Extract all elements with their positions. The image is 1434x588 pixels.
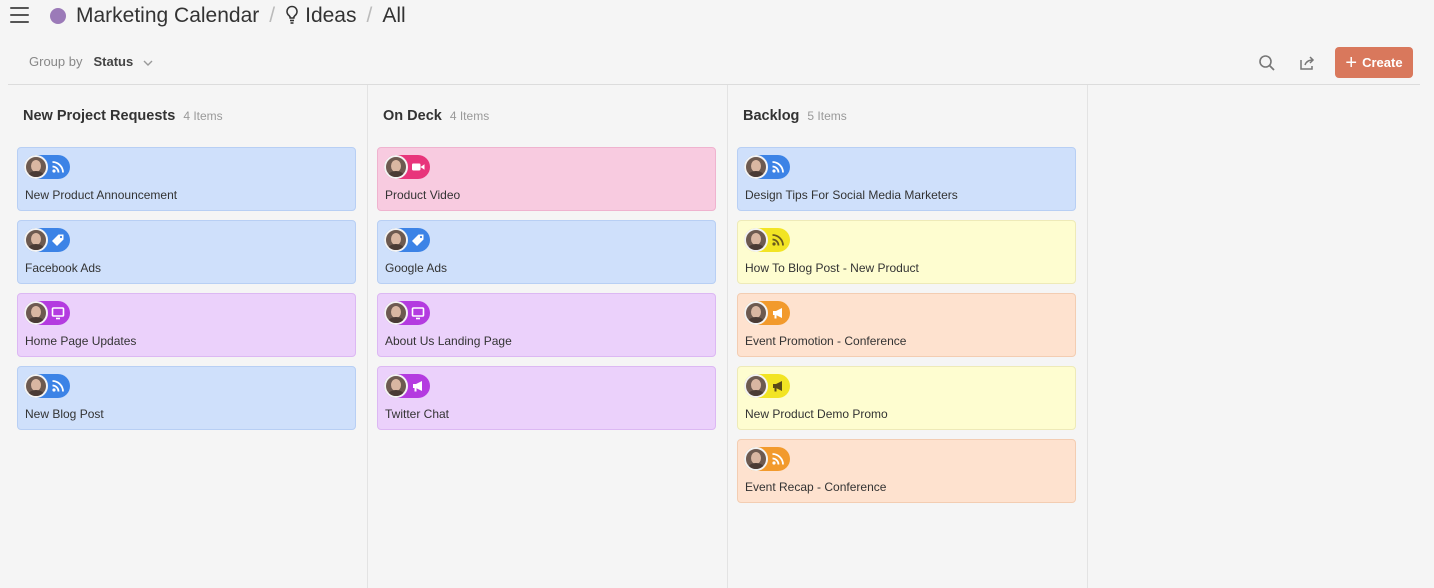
board-column: On Deck 4 Items Product Video Google Ads Abo… (368, 85, 728, 588)
video-icon (412, 163, 425, 171)
top-bar: Marketing Calendar / Ideas / All (0, 0, 1434, 32)
breadcrumb-section[interactable]: Ideas (285, 4, 356, 28)
rss-icon (52, 161, 64, 173)
breadcrumb-separator: / (366, 4, 373, 27)
create-button-label: Create (1362, 55, 1403, 70)
card-chip (744, 155, 790, 179)
idea-card[interactable]: Design Tips For Social Media Marketers (737, 147, 1076, 211)
card-chip (384, 155, 430, 179)
card-chip (24, 155, 70, 179)
toolbar: Group by Status + Create (8, 40, 1420, 85)
avatar (384, 374, 408, 398)
card-title: Google Ads (385, 261, 448, 275)
breadcrumb-project[interactable]: Marketing Calendar (76, 4, 260, 27)
card-chip (24, 301, 70, 325)
avatar (744, 155, 768, 179)
tag-icon (412, 234, 424, 246)
rss-icon (772, 234, 784, 246)
column-item-count: 5 Items (807, 109, 847, 123)
avatar (24, 228, 48, 252)
project-color-dot (50, 8, 66, 24)
card-chip (384, 374, 430, 398)
megaphone-icon (413, 381, 422, 392)
avatar (24, 155, 48, 179)
group-by-dropdown[interactable]: Status (93, 54, 153, 69)
column-title: On Deck (383, 108, 442, 124)
plus-icon: + (1345, 51, 1358, 74)
column-item-count: 4 Items (183, 109, 223, 123)
rss-icon (52, 380, 64, 392)
card-chip (744, 228, 790, 252)
chevron-down-icon (143, 60, 153, 66)
card-title: Facebook Ads (25, 261, 102, 275)
card-title: Home Page Updates (25, 334, 137, 348)
rss-icon (772, 161, 784, 173)
tag-icon (52, 234, 64, 246)
megaphone-icon (773, 381, 782, 392)
avatar (384, 155, 408, 179)
idea-card[interactable]: New Product Demo Promo (737, 366, 1076, 430)
column-header: Backlog 5 Items (743, 108, 847, 124)
search-icon[interactable] (1258, 54, 1276, 72)
board-column: New Project Requests 4 Items New Product A… (8, 85, 368, 588)
group-by-value: Status (93, 54, 134, 69)
idea-card[interactable]: Google Ads (377, 220, 716, 284)
idea-card[interactable]: New Blog Post (17, 366, 356, 430)
card-title: New Product Announcement (25, 188, 178, 202)
breadcrumb-section-label: Ideas (305, 4, 357, 27)
megaphone-icon (773, 308, 782, 319)
avatar (24, 374, 48, 398)
idea-card[interactable]: Home Page Updates (17, 293, 356, 357)
card-title: Event Promotion - Conference (745, 334, 907, 348)
card-chip (384, 301, 430, 325)
board-column: Backlog 5 Items Design Tips For Social Med… (728, 85, 1088, 588)
card-chip (744, 301, 790, 325)
idea-card[interactable]: How To Blog Post - New Product (737, 220, 1076, 284)
card-title: New Product Demo Promo (745, 407, 888, 421)
share-icon[interactable] (1298, 54, 1316, 72)
card-title: Twitter Chat (385, 407, 450, 421)
avatar (384, 301, 408, 325)
group-by-control: Group by Status (29, 54, 153, 69)
idea-card[interactable]: Twitter Chat (377, 366, 716, 430)
card-title: Design Tips For Social Media Marketers (745, 188, 958, 202)
monitor-icon (51, 307, 65, 320)
group-by-label: Group by (29, 54, 83, 69)
avatar (384, 228, 408, 252)
breadcrumb: Marketing Calendar / Ideas / All (76, 2, 406, 30)
column-title: Backlog (743, 108, 800, 124)
idea-card[interactable]: Facebook Ads (17, 220, 356, 284)
card-title: Event Recap - Conference (745, 480, 887, 494)
column-header: On Deck 4 Items (383, 108, 489, 124)
lightbulb-icon (286, 5, 298, 24)
column-item-count: 4 Items (449, 109, 490, 123)
column-title: New Project Requests (23, 108, 176, 124)
avatar (24, 301, 48, 325)
idea-card[interactable]: Product Video (377, 147, 716, 211)
avatar (744, 447, 768, 471)
idea-card[interactable]: Event Promotion - Conference (737, 293, 1076, 357)
card-title: New Blog Post (25, 407, 104, 421)
card-title: How To Blog Post - New Product (745, 261, 919, 275)
card-title: Product Video (385, 188, 461, 202)
avatar (744, 374, 768, 398)
monitor-icon (411, 307, 425, 320)
idea-card[interactable]: Event Recap - Conference (737, 439, 1076, 503)
breadcrumb-view[interactable]: All (382, 4, 406, 27)
rss-icon (772, 453, 784, 465)
card-chip (24, 228, 70, 252)
menu-icon[interactable] (10, 7, 29, 23)
card-chip (384, 228, 430, 252)
card-chip (744, 447, 790, 471)
idea-card[interactable]: About Us Landing Page (377, 293, 716, 357)
card-title: About Us Landing Page (385, 334, 512, 348)
avatar (744, 301, 768, 325)
breadcrumb-separator: / (269, 4, 276, 27)
avatar (744, 228, 768, 252)
card-chip (24, 374, 70, 398)
create-button[interactable]: + Create (1335, 47, 1413, 78)
column-header: New Project Requests 4 Items (23, 108, 223, 124)
idea-card[interactable]: New Product Announcement (17, 147, 356, 211)
card-chip (744, 374, 790, 398)
